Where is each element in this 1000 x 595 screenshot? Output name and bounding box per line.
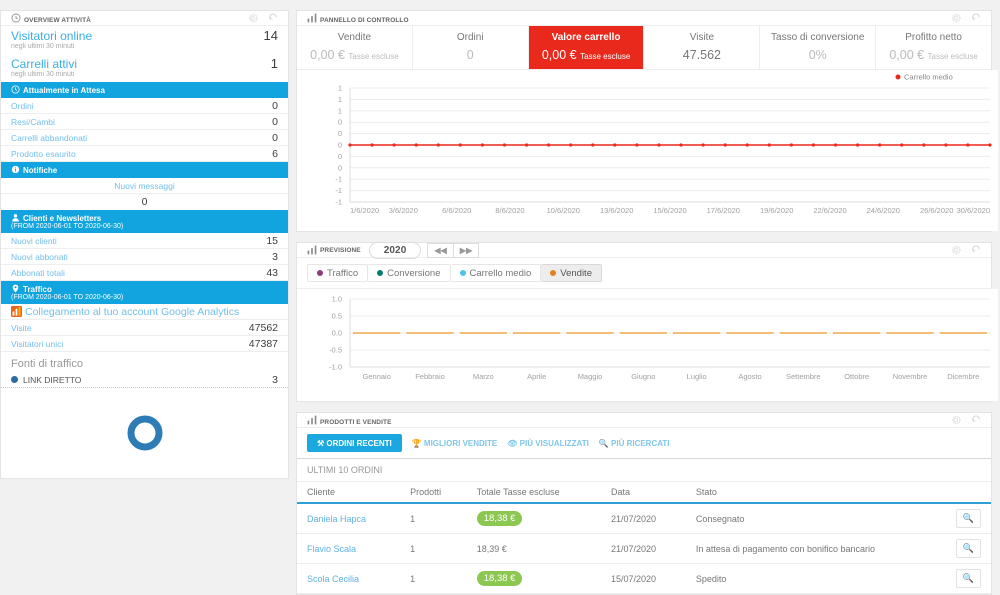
svg-text:Febbraio: Febbraio — [415, 372, 445, 381]
svg-text:1: 1 — [338, 106, 342, 115]
svg-text:13/6/2020: 13/6/2020 — [600, 206, 633, 215]
svg-text:Agosto: Agosto — [738, 372, 761, 381]
svg-text:30/6/2020: 30/6/2020 — [957, 206, 990, 215]
svg-text:Gennaio: Gennaio — [363, 372, 391, 381]
svg-text:3/6/2020: 3/6/2020 — [389, 206, 418, 215]
svg-text:-0.5: -0.5 — [329, 346, 342, 355]
svg-text:1/6/2020: 1/6/2020 — [350, 206, 379, 215]
svg-text:19/6/2020: 19/6/2020 — [760, 206, 793, 215]
svg-text:10/6/2020: 10/6/2020 — [547, 206, 580, 215]
svg-text:Novembre: Novembre — [893, 372, 928, 381]
svg-text:1: 1 — [338, 95, 342, 104]
svg-text:0: 0 — [338, 129, 342, 138]
svg-text:Marzo: Marzo — [473, 372, 494, 381]
svg-text:1: 1 — [338, 84, 342, 93]
svg-text:8/6/2020: 8/6/2020 — [495, 206, 524, 215]
svg-text:Carrello medio: Carrello medio — [904, 73, 953, 82]
svg-text:26/6/2020: 26/6/2020 — [920, 206, 953, 215]
svg-text:24/6/2020: 24/6/2020 — [867, 206, 900, 215]
svg-text:0: 0 — [338, 163, 342, 172]
svg-text:0: 0 — [338, 118, 342, 127]
svg-text:22/6/2020: 22/6/2020 — [813, 206, 846, 215]
svg-text:Luglio: Luglio — [687, 372, 707, 381]
svg-text:Maggio: Maggio — [578, 372, 603, 381]
svg-text:-1.0: -1.0 — [329, 363, 342, 372]
svg-text:17/6/2020: 17/6/2020 — [707, 206, 740, 215]
svg-text:Giugno: Giugno — [631, 372, 655, 381]
svg-text:Dicembre: Dicembre — [947, 372, 979, 381]
svg-text:6/6/2020: 6/6/2020 — [442, 206, 471, 215]
svg-text:1.0: 1.0 — [332, 295, 342, 304]
svg-text:Settembre: Settembre — [786, 372, 821, 381]
svg-text:-1: -1 — [335, 175, 342, 184]
svg-text:0: 0 — [338, 152, 342, 161]
svg-text:0.0: 0.0 — [332, 329, 342, 338]
svg-text:-1: -1 — [335, 198, 342, 207]
svg-text:15/6/2020: 15/6/2020 — [653, 206, 686, 215]
svg-text:Aprile: Aprile — [527, 372, 546, 381]
svg-text:Ottobre: Ottobre — [844, 372, 869, 381]
svg-text:-1: -1 — [335, 186, 342, 195]
svg-text:0: 0 — [338, 141, 342, 150]
svg-text:0.5: 0.5 — [332, 312, 342, 321]
